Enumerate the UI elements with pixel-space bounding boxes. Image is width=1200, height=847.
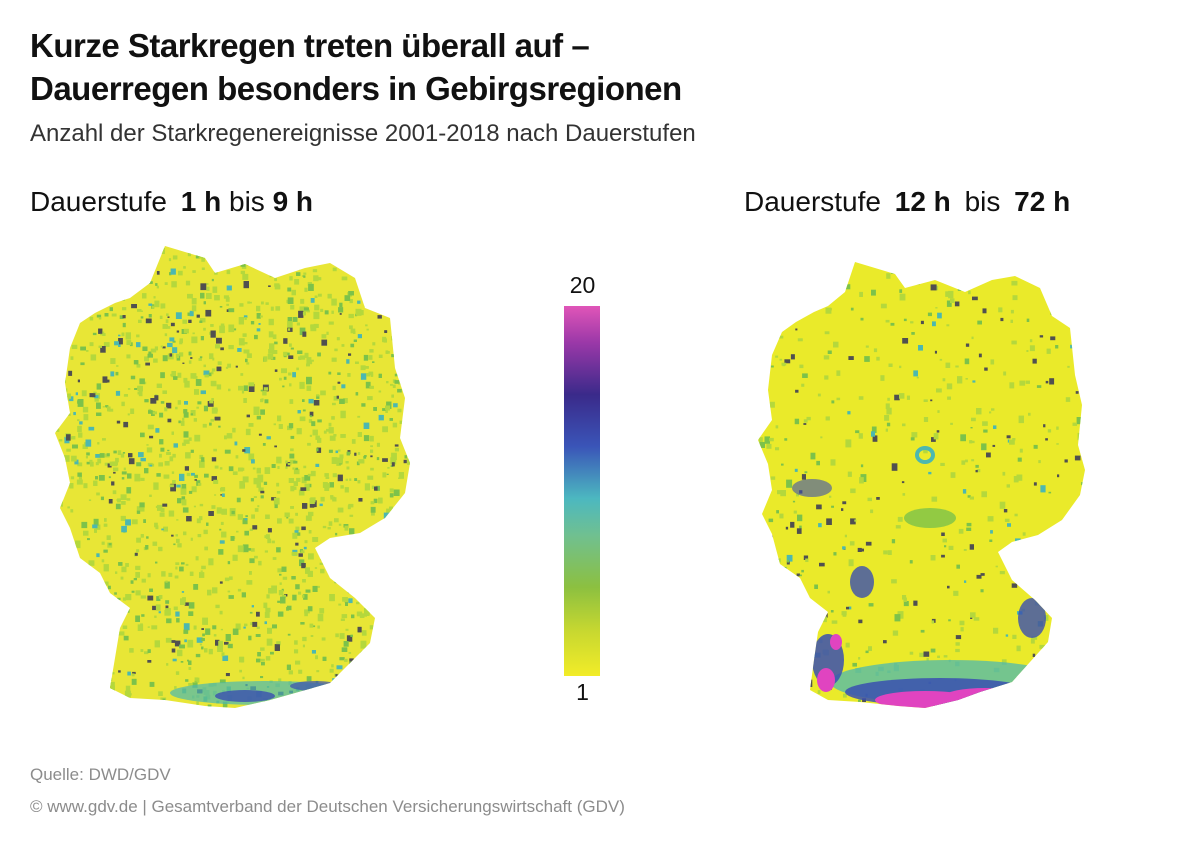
chart-subtitle: Anzahl der Starkregenereignisse 2001-201… [30,120,696,147]
panel-title-between: bis [964,186,1001,217]
germany-map-short-duration [55,246,410,708]
legend-min-label: 1 [576,679,589,705]
panel-title-prefix: Dauerstufe [744,186,881,217]
panel-title-short-duration: Dauerstufe 1 h bis 9 h [30,184,313,220]
panel-title-to: 72 h [1014,186,1071,217]
legend-max-label: 20 [569,272,596,298]
panel-title-prefix: Dauerstufe [30,186,167,217]
panel-title-from: 12 h [894,186,951,217]
source-note: Quelle: DWD/GDV [30,765,171,784]
germany-map-long-duration [758,262,1085,708]
panel-title-between: bis [229,186,265,217]
panel-title-long-duration: Dauerstufe 12 h bis 72 h [744,184,1070,220]
panel-title-from: 1 h [180,186,222,217]
alpine-rim-short-duration [170,681,360,705]
copyright-note: © www.gdv.de | Gesamtverband der Deutsch… [30,797,625,816]
chart-title-line-2: Dauerregen besonders in Gebirgsregionen [30,70,682,107]
panel-title-to: 9 h [272,186,314,217]
chart-title: Kurze Starkregen treten überall auf – Da… [30,24,1130,110]
germany-outline-short-duration [55,246,410,708]
chart-title-line-1: Kurze Starkregen treten überall auf – [30,27,590,64]
color-scale-legend [564,306,600,676]
